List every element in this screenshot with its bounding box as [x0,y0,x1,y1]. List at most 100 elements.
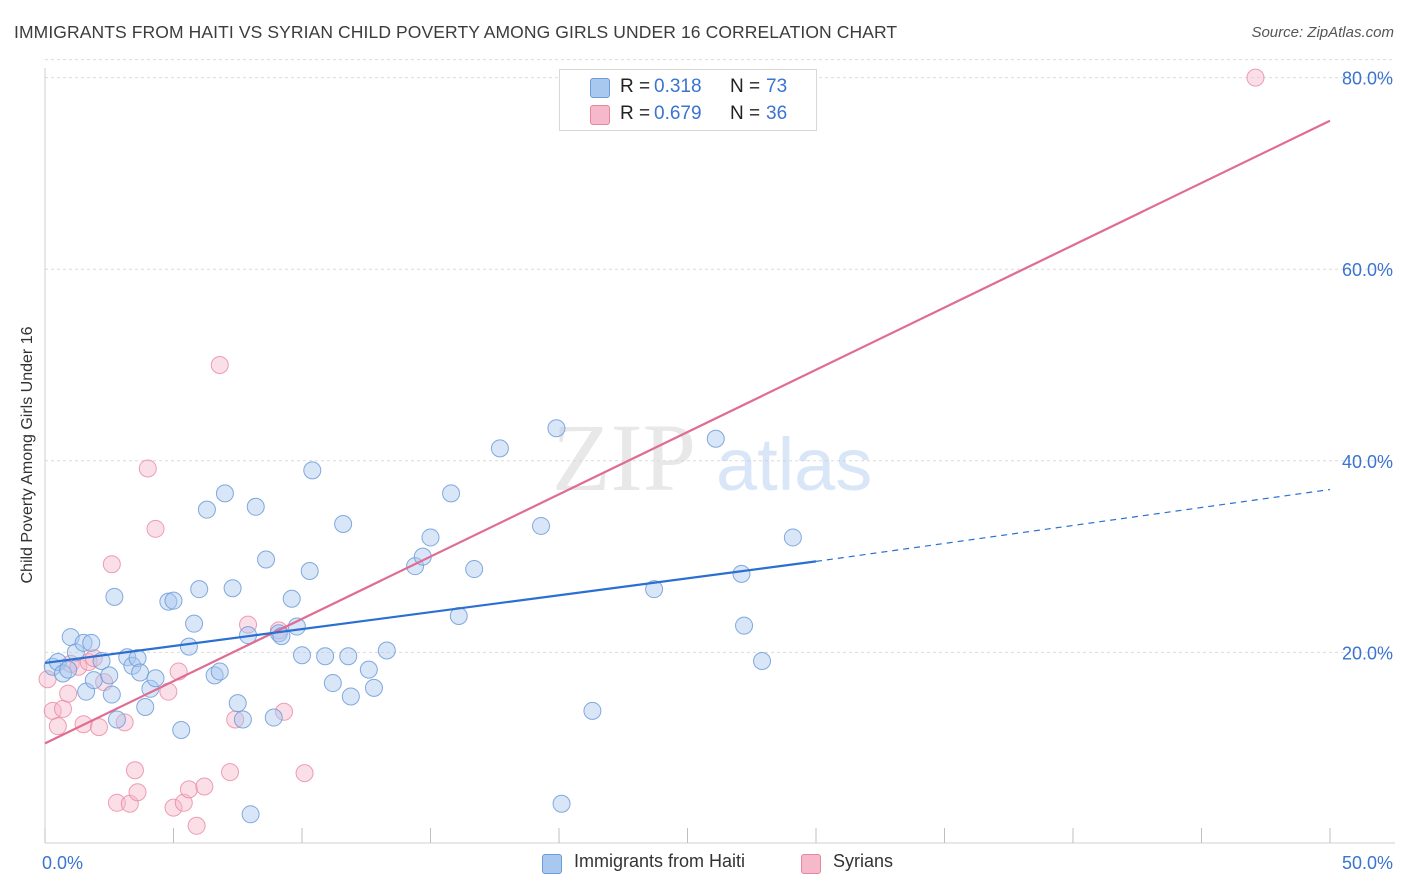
syrian-point [138,459,157,478]
syrian-point [210,356,229,374]
syrian-point [174,793,193,812]
syrian-point [128,783,147,802]
y-tick-label: 60.0% [1342,260,1393,280]
haiti-trend-extension [815,488,1331,562]
haiti-point [105,587,124,606]
haiti-trend-line [44,560,817,665]
haiti-point [190,580,209,599]
legend-label-haiti: Immigrants from Haiti [574,851,746,871]
r-label: R = [620,103,651,124]
haiti-point [341,687,360,706]
syrian-point [221,763,240,782]
n-value: 36 [766,103,788,124]
haiti-point [241,805,260,824]
haiti-point [421,528,440,547]
source-credit: Source: ZipAtlas.com [1251,24,1394,41]
haiti-point [66,643,85,662]
tick-labels: 20.0% 40.0% 60.0% 80.0% 0.0% 50.0% [42,69,1393,873]
syrian-point [275,702,294,721]
haiti-point [706,429,725,448]
haiti-point [364,678,383,697]
haiti-point [735,616,754,635]
haiti-point [753,652,772,671]
haiti-point [732,564,751,583]
haiti-point [264,708,283,727]
gridlines [45,59,1395,653]
haiti-point [233,710,252,729]
watermark-zip: ZIP [552,404,696,511]
x-tick-label: 50.0% [1342,853,1393,873]
syrian-point [146,519,165,538]
haiti-point [339,647,358,666]
syrian-point [89,718,108,737]
syrian-point [125,761,144,780]
haiti-point [532,516,551,535]
haiti-point [257,550,276,569]
y-tick-label: 20.0% [1342,643,1393,663]
haiti-point [783,528,802,547]
chart-title: IMMIGRANTS FROM HAITI VS SYRIAN CHILD PO… [14,22,898,42]
haiti-point [179,637,198,656]
haiti-point [59,660,78,679]
haiti-point [246,497,265,516]
haiti-point [164,591,183,610]
haiti-point [185,614,204,633]
haiti-point [228,694,247,713]
haiti-point [547,419,566,438]
haiti-point [210,662,229,681]
haiti-point [197,500,216,519]
syrian-point [187,816,206,835]
haiti-point [300,561,319,580]
haiti-point [82,633,101,652]
y-tick-label: 40.0% [1342,452,1393,472]
x-tick-label: 0.0% [42,853,83,873]
haiti-point [102,685,121,704]
watermark: ZIP atlas [552,404,872,511]
syrian-point [59,684,78,703]
haiti-point [131,663,150,682]
stats-legend: R = 0.318 N = 73 R = 0.679 N = 36 [559,69,817,131]
haiti-point [74,633,93,652]
haiti-point [359,660,378,679]
syrian-swatch [590,105,610,125]
syrian-point [179,780,198,799]
haiti-point [442,484,461,503]
haiti-point [107,710,126,729]
haiti-point [282,589,301,608]
haiti-point [84,671,103,690]
r-value: 0.318 [654,76,702,97]
haiti-point [552,794,571,813]
haiti-legend-swatch [542,854,562,874]
syrian-legend-swatch [801,854,821,874]
syrian-point [48,717,67,736]
haiti-point [323,674,342,693]
syrian-point [1246,68,1265,87]
n-value: 73 [766,76,788,97]
r-value: 0.679 [654,103,702,124]
haiti-point [159,592,178,611]
haiti-point [136,698,155,717]
haiti-point [316,647,335,666]
watermark-atlas: atlas [716,423,872,506]
n-label: N = [730,76,761,97]
haiti-point [223,579,242,598]
syrians-trend-line [44,119,1331,745]
syrian-point [107,793,126,812]
haiti-point [293,646,311,665]
syrian-point [164,798,183,817]
syrian-point [195,777,214,796]
n-label: N = [730,103,761,124]
haiti-point [645,580,664,599]
syrian-point [295,764,314,783]
syrian-point [53,699,72,718]
haiti-point [465,560,484,579]
y-tick-label: 80.0% [1342,69,1393,89]
haiti-point [146,669,165,688]
syrian-point [102,555,121,574]
haiti-point [583,701,602,720]
haiti-point [334,515,353,534]
haiti-point [377,641,396,660]
haiti-point [303,461,322,480]
trend-lines [44,119,1331,745]
